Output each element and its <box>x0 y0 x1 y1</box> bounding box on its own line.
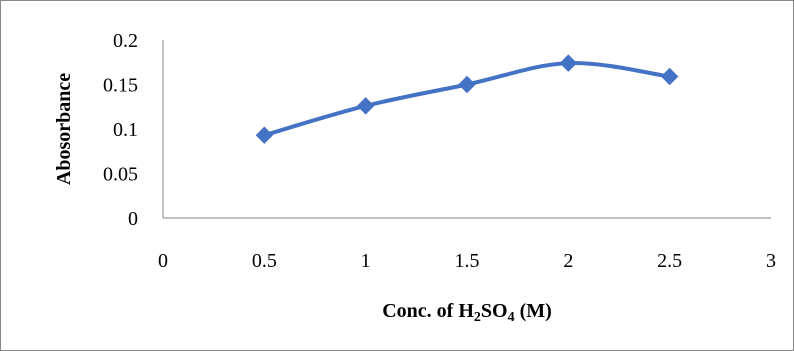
data-point-marker <box>660 67 679 86</box>
x-axis-title-sub-1: 2 <box>474 310 481 325</box>
x-axis-title: Conc. of H2SO4 (M) <box>382 300 552 325</box>
data-point-marker <box>356 97 375 115</box>
x-tick-label: 2 <box>563 250 573 272</box>
x-tick-label: 0 <box>158 250 168 272</box>
y-tick-label: 0.2 <box>113 30 138 52</box>
x-axis-title-part-1: Conc. of H <box>382 300 474 322</box>
y-tick-label: 0 <box>128 208 138 230</box>
y-tick-label: 0.05 <box>103 164 138 186</box>
tick-labels-layer: 0 0.05 0.1 0.15 0.2 0 0.5 1 1.5 2 2.5 3 <box>103 30 776 272</box>
markers-layer <box>255 54 679 144</box>
y-axis-title-group: Abosorbance <box>53 73 75 185</box>
data-point-marker <box>559 54 578 72</box>
data-point-marker <box>458 75 476 94</box>
x-axis-title-part-2: SO <box>481 300 508 322</box>
y-tick-label: 0.15 <box>103 75 138 97</box>
axes-layer <box>162 40 771 219</box>
x-axis-title-sub-2: 4 <box>508 310 515 325</box>
y-tick-label: 0.1 <box>113 119 138 141</box>
x-tick-label: 0.5 <box>252 250 277 272</box>
x-tick-label: 2.5 <box>657 250 682 272</box>
x-axis-title-part-3: (M) <box>515 300 552 322</box>
x-tick-label: 3 <box>766 250 776 272</box>
data-point-marker <box>255 126 274 144</box>
x-tick-label: 1 <box>361 250 371 272</box>
y-axis-title: Abosorbance <box>53 73 75 185</box>
x-tick-label: 1.5 <box>455 250 480 272</box>
